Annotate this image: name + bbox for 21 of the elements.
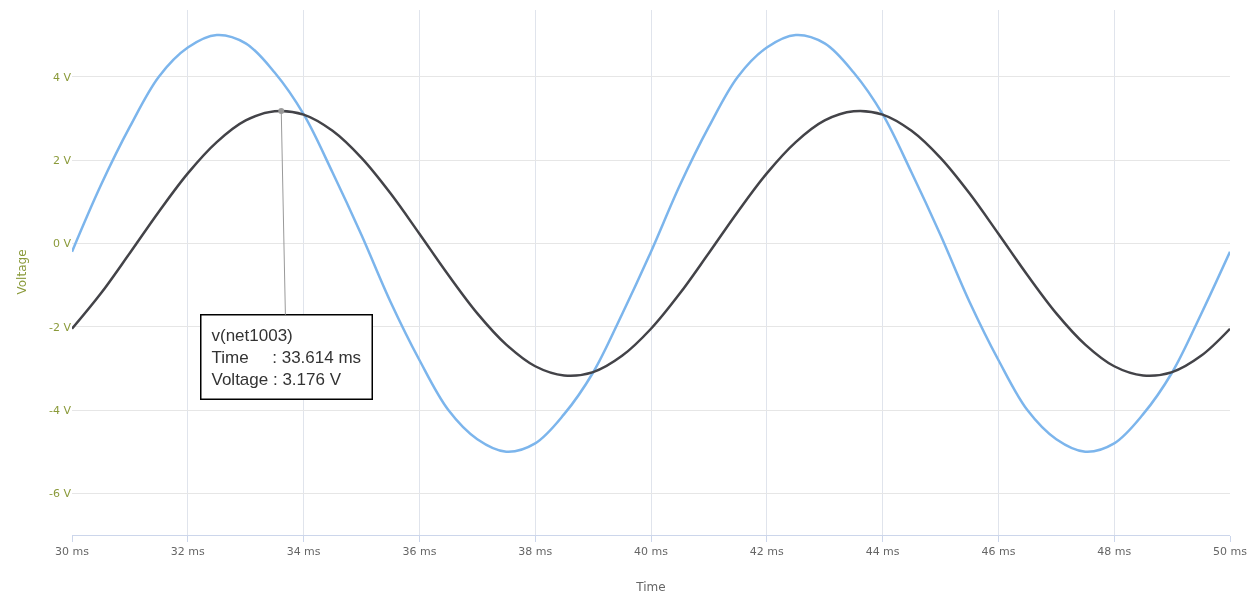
annotation: v(net1003) Time : 33.614 ms Voltage : 3.176 V — [211, 325, 362, 389]
x-tick-label: 42 ms — [749, 545, 785, 559]
x-tick-label: 48 ms — [1097, 545, 1132, 559]
y-tick-label: 2 V — [52, 153, 72, 167]
x-tick-label: 36 ms — [402, 545, 437, 559]
line-series — [72, 33, 1230, 453]
y-tick-label: -2 V — [49, 320, 72, 334]
x-tick-label: 50 ms — [1213, 545, 1248, 559]
y-tick-label: -4 V — [49, 403, 72, 417]
x-axis-title: Time — [635, 580, 666, 595]
x-tick-label: 34 ms — [286, 545, 321, 559]
x-tick-label: 44 ms — [865, 545, 900, 559]
y-tick-label: 4 V — [52, 70, 72, 84]
y-tick-label: 0 V — [52, 237, 72, 251]
y-axis-title: Voltage — [14, 249, 29, 295]
x-tick-label: 46 ms — [981, 545, 1016, 559]
x-tick-label: 40 ms — [634, 545, 669, 559]
x-tick-label: 30 ms — [55, 545, 90, 559]
y-tick-label: -6 V — [49, 487, 72, 501]
x-tick-label: 38 ms — [518, 545, 553, 559]
x-tick-label: 32 ms — [170, 545, 206, 559]
